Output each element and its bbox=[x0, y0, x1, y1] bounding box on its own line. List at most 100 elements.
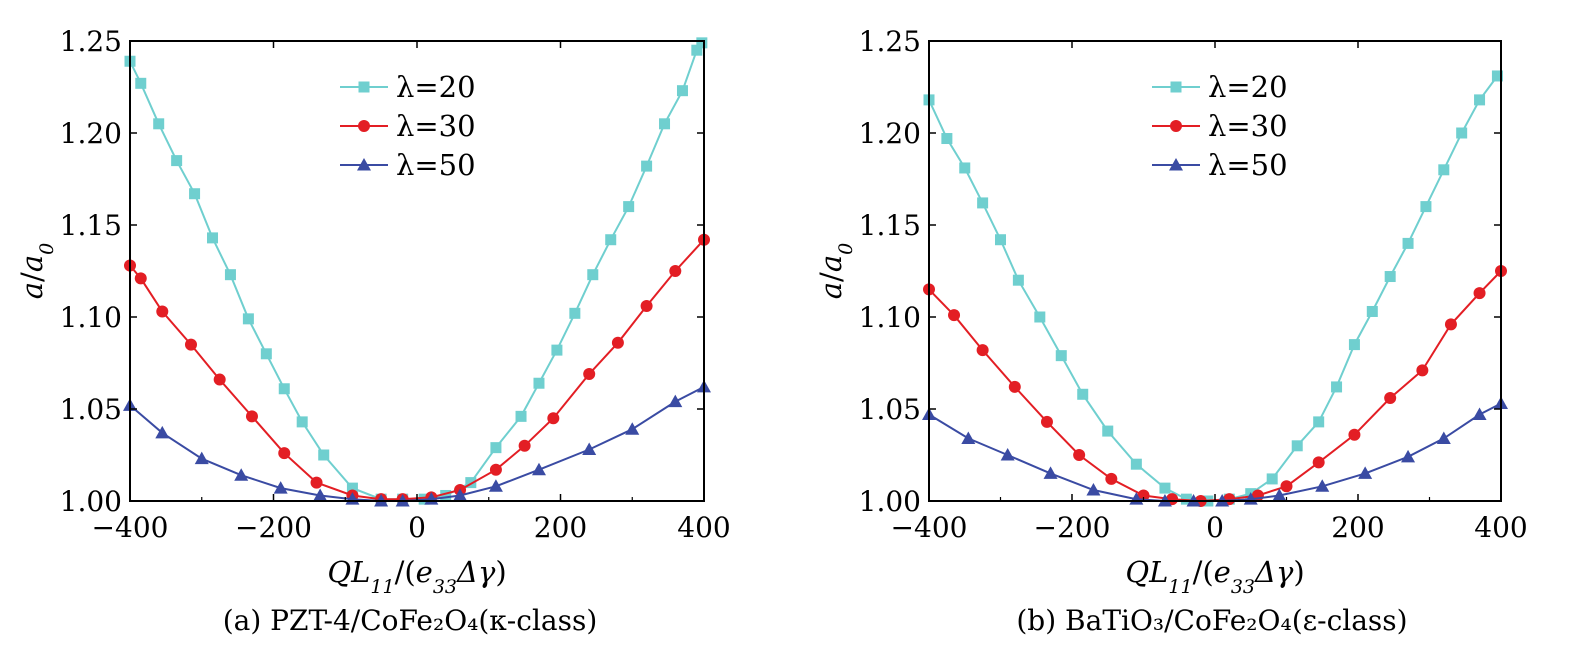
x-tick-label: −400 bbox=[92, 511, 169, 544]
data-point bbox=[1358, 466, 1373, 479]
data-point bbox=[189, 188, 201, 200]
x-tick-label: 400 bbox=[677, 511, 730, 544]
x-tick-label: 200 bbox=[534, 511, 587, 544]
x-tick-label: 0 bbox=[408, 511, 426, 544]
data-point bbox=[948, 309, 961, 322]
data-point bbox=[1043, 466, 1058, 479]
data-point bbox=[1312, 456, 1325, 469]
data-point bbox=[440, 489, 452, 501]
data-point bbox=[976, 344, 989, 357]
x-axis-title: QL11/(e33Δγ) bbox=[1125, 555, 1304, 598]
data-point bbox=[659, 118, 671, 130]
legend-marker bbox=[358, 120, 370, 132]
y-tick-label: 1.10 bbox=[859, 301, 921, 334]
series-line bbox=[129, 386, 705, 502]
x-tick-label: −400 bbox=[891, 511, 968, 544]
data-point bbox=[242, 313, 254, 325]
y-tick-label: 1.10 bbox=[60, 301, 122, 334]
data-point bbox=[310, 476, 323, 489]
series-2 bbox=[923, 265, 1507, 507]
x-tick-label: −200 bbox=[1034, 511, 1111, 544]
data-point bbox=[1472, 407, 1487, 421]
data-point bbox=[533, 377, 545, 389]
data-point bbox=[453, 488, 468, 501]
data-point bbox=[691, 44, 703, 56]
y-tick-label: 1.25 bbox=[859, 25, 921, 58]
data-point bbox=[1280, 480, 1293, 493]
data-point bbox=[134, 272, 147, 285]
y-tick-label: 1.15 bbox=[60, 209, 122, 242]
panel-caption: (b) BaTiO₃/CoFe₂O₄(ε-class) bbox=[1016, 604, 1407, 637]
data-point bbox=[531, 462, 546, 476]
data-point bbox=[1331, 381, 1343, 393]
data-point bbox=[245, 410, 258, 423]
data-point bbox=[1130, 458, 1142, 470]
data-point bbox=[489, 463, 502, 476]
data-point bbox=[1416, 364, 1429, 377]
data-point bbox=[1102, 425, 1114, 437]
data-point bbox=[1402, 237, 1414, 249]
data-point bbox=[1315, 479, 1330, 492]
data-point bbox=[959, 162, 971, 174]
data-point bbox=[278, 383, 290, 395]
data-point bbox=[1000, 448, 1015, 461]
panel-caption: (a) PZT-4/CoFe₂O₄(κ-class) bbox=[223, 604, 598, 637]
series-3 bbox=[123, 379, 711, 507]
panel-b: −400 −200 0 200 400 1.00 1.05 1.10 1.15 1.20 1.25 Q… bbox=[814, 25, 1528, 637]
series-2 bbox=[124, 233, 710, 506]
data-point bbox=[995, 234, 1006, 246]
data-point bbox=[515, 410, 527, 422]
legend-label: λ=20 bbox=[1208, 70, 1288, 104]
data-point bbox=[1444, 318, 1457, 331]
data-point bbox=[1348, 339, 1360, 351]
data-point bbox=[640, 299, 653, 312]
legend-label: λ=50 bbox=[1208, 148, 1288, 182]
data-point bbox=[1313, 416, 1325, 428]
data-point bbox=[977, 197, 989, 209]
legend-label: λ=30 bbox=[1208, 109, 1288, 143]
data-point bbox=[1420, 201, 1432, 213]
data-point bbox=[669, 265, 682, 277]
data-point bbox=[1456, 127, 1468, 139]
x-axis-title: QL11/(e33Δγ) bbox=[327, 555, 506, 598]
y-tick-label: 1.25 bbox=[60, 25, 122, 58]
data-point bbox=[1055, 350, 1067, 362]
series-line bbox=[129, 239, 705, 501]
data-point bbox=[135, 77, 147, 89]
data-point bbox=[156, 305, 169, 318]
data-point bbox=[1077, 388, 1089, 400]
data-point bbox=[1491, 70, 1503, 82]
data-point bbox=[171, 155, 183, 167]
data-point bbox=[1012, 274, 1024, 286]
data-point bbox=[278, 447, 291, 460]
legend-marker bbox=[1170, 81, 1182, 93]
legend-label: λ=30 bbox=[396, 109, 476, 143]
data-point bbox=[296, 416, 308, 428]
data-point bbox=[213, 373, 226, 386]
data-point bbox=[1086, 482, 1101, 496]
data-point bbox=[611, 336, 624, 349]
x-tick-label: 400 bbox=[1474, 511, 1527, 544]
y-tick-label: 1.05 bbox=[859, 393, 921, 426]
panel-a: −400 −200 0 200 400 1.00 1.05 1.10 1.15 1.20 1.25 Q… bbox=[15, 25, 731, 637]
data-point bbox=[1159, 482, 1171, 494]
data-point bbox=[1073, 449, 1086, 461]
x-tick-label: 200 bbox=[1331, 511, 1384, 544]
data-point bbox=[1291, 440, 1303, 452]
y-tick-label: 1.20 bbox=[60, 117, 122, 150]
y-tick-label: 1.15 bbox=[859, 209, 921, 242]
data-point bbox=[184, 338, 197, 351]
data-point bbox=[224, 269, 236, 281]
data-point bbox=[625, 422, 640, 435]
data-point bbox=[641, 160, 653, 172]
legend-marker bbox=[1170, 120, 1182, 132]
series-3 bbox=[922, 396, 1508, 507]
data-point bbox=[194, 451, 209, 465]
data-point bbox=[346, 482, 358, 494]
data-point bbox=[153, 118, 165, 130]
data-point bbox=[961, 431, 976, 444]
data-point bbox=[273, 481, 288, 494]
legend-marker bbox=[1169, 158, 1183, 171]
data-point bbox=[1438, 164, 1450, 176]
data-point bbox=[1436, 431, 1451, 444]
